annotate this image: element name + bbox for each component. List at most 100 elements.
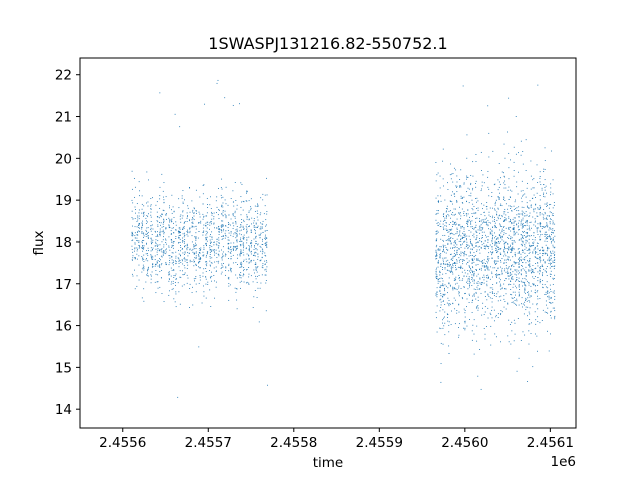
data-point xyxy=(495,243,497,245)
x-tick-label: 2.4556 xyxy=(99,435,146,451)
data-point xyxy=(537,265,539,267)
data-point xyxy=(141,231,143,233)
data-point xyxy=(510,268,512,270)
data-point xyxy=(462,251,464,253)
data-point xyxy=(492,150,494,152)
data-point xyxy=(527,315,528,317)
data-point xyxy=(435,317,437,319)
data-point xyxy=(472,295,474,297)
data-point xyxy=(254,272,255,274)
data-point xyxy=(150,254,152,256)
data-point xyxy=(250,246,252,248)
data-point xyxy=(477,264,479,265)
data-point xyxy=(535,251,537,253)
data-point xyxy=(221,213,223,215)
data-point xyxy=(487,225,489,227)
data-point xyxy=(213,216,215,218)
data-point xyxy=(499,224,501,226)
data-point xyxy=(234,216,236,218)
data-point xyxy=(169,262,171,264)
data-point xyxy=(448,237,450,239)
data-point xyxy=(534,208,536,210)
data-point xyxy=(517,248,519,250)
data-point xyxy=(520,280,522,282)
data-point xyxy=(499,252,501,254)
data-point xyxy=(530,295,532,297)
data-point xyxy=(445,208,447,210)
data-point xyxy=(225,217,227,219)
data-point xyxy=(505,293,507,295)
data-point xyxy=(520,140,522,142)
data-point xyxy=(463,287,465,288)
data-point xyxy=(152,256,154,258)
data-point xyxy=(147,254,149,256)
data-point xyxy=(475,221,477,223)
data-point xyxy=(198,261,200,263)
outlier-point xyxy=(487,105,489,107)
data-point xyxy=(484,269,486,271)
data-point xyxy=(550,252,552,254)
data-point xyxy=(514,285,516,287)
data-point xyxy=(537,271,539,273)
data-point xyxy=(440,264,442,266)
data-point xyxy=(237,230,239,232)
data-point xyxy=(447,229,449,231)
data-point xyxy=(469,279,471,281)
data-point xyxy=(191,200,193,202)
data-point xyxy=(494,226,496,228)
data-point xyxy=(235,233,237,235)
data-point xyxy=(537,290,539,292)
data-point xyxy=(503,234,505,236)
data-point xyxy=(466,245,468,247)
data-point xyxy=(141,268,143,270)
data-point xyxy=(194,208,195,210)
data-point xyxy=(178,231,180,233)
data-point xyxy=(178,249,179,251)
data-point xyxy=(182,227,184,228)
data-point xyxy=(210,234,211,235)
data-point xyxy=(546,205,548,207)
data-point xyxy=(495,247,497,249)
data-point xyxy=(250,231,252,233)
data-point xyxy=(454,246,456,248)
data-point xyxy=(488,211,490,213)
data-point xyxy=(475,230,477,232)
data-point xyxy=(142,247,144,249)
data-point xyxy=(254,255,256,257)
data-point xyxy=(255,278,257,280)
data-point xyxy=(215,249,217,251)
data-point xyxy=(249,225,250,227)
data-point xyxy=(537,207,539,209)
data-point xyxy=(480,227,482,229)
data-point xyxy=(528,249,530,251)
data-point xyxy=(265,242,267,244)
data-point xyxy=(147,235,149,236)
data-point xyxy=(458,293,460,295)
data-point xyxy=(501,216,503,218)
data-point xyxy=(159,264,161,266)
data-point xyxy=(250,207,252,209)
data-point xyxy=(482,302,484,304)
data-point xyxy=(529,263,531,265)
data-point xyxy=(539,256,540,258)
data-point xyxy=(500,237,502,239)
data-point xyxy=(439,327,441,329)
data-point xyxy=(205,215,207,217)
data-point xyxy=(489,312,491,314)
data-point xyxy=(460,246,462,248)
data-point xyxy=(504,242,506,244)
data-point xyxy=(189,187,191,189)
data-point xyxy=(497,251,499,252)
data-point xyxy=(476,260,478,262)
data-point xyxy=(491,276,493,278)
data-point xyxy=(539,267,541,269)
data-point xyxy=(157,287,159,289)
data-point xyxy=(435,239,437,241)
data-point xyxy=(484,215,486,217)
data-point xyxy=(186,249,188,251)
data-point xyxy=(147,213,149,215)
data-point xyxy=(160,259,161,261)
data-point xyxy=(189,307,190,308)
data-point xyxy=(454,222,456,224)
data-point xyxy=(198,282,200,284)
